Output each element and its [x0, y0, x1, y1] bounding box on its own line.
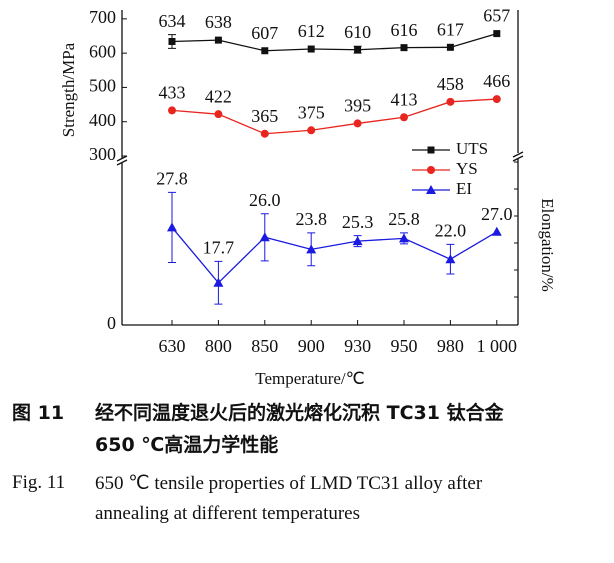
data-point — [306, 244, 317, 254]
data-label: 638 — [205, 12, 232, 32]
data-label: 612 — [298, 21, 325, 41]
data-point — [446, 43, 454, 51]
y-tick-label: 600 — [89, 41, 116, 61]
x-tick-label: 850 — [251, 336, 278, 356]
data-label: 466 — [483, 71, 510, 91]
caption-line: annealing at different temperatures — [95, 503, 360, 524]
x-tick-label: 930 — [344, 336, 371, 356]
data-point — [446, 97, 455, 106]
data-point — [491, 226, 502, 236]
legend-marker — [426, 185, 436, 194]
series-line — [171, 226, 498, 284]
data-point — [214, 36, 222, 44]
y2-axis-title: Elongation/% — [538, 198, 557, 291]
data-point — [307, 126, 316, 135]
y-tick-label: 400 — [89, 110, 116, 130]
data-point — [400, 44, 408, 52]
data-label: 375 — [298, 102, 325, 122]
data-point — [213, 277, 224, 287]
caption-line: 经不同温度退火后的激光熔化沉积 TC31 钛合金 — [95, 402, 504, 424]
data-label: 395 — [344, 96, 371, 116]
data-point — [307, 45, 315, 53]
data-label: 27.0 — [481, 204, 513, 224]
x-tick-label: 980 — [437, 336, 464, 356]
x-tick-label: 1 000 — [477, 336, 518, 356]
legend-label: YS — [456, 159, 478, 178]
axis-break — [512, 151, 524, 162]
data-point — [492, 95, 501, 104]
data-label: 365 — [251, 106, 278, 126]
data-point — [399, 233, 409, 243]
data-point — [260, 129, 269, 138]
x-tick-label: 950 — [391, 336, 418, 356]
data-label: 422 — [205, 86, 232, 106]
data-label: 634 — [159, 11, 186, 31]
data-point — [214, 110, 223, 119]
x-tick-label: 800 — [205, 336, 232, 356]
data-label: 616 — [391, 20, 418, 40]
data-point — [259, 232, 270, 242]
data-point — [261, 47, 269, 55]
data-point — [354, 46, 362, 54]
x-tick-label: 900 — [298, 336, 325, 356]
axis-break — [116, 155, 128, 166]
x-tick-label: 630 — [159, 336, 186, 356]
data-label: 25.8 — [388, 209, 420, 229]
data-label: 458 — [437, 74, 464, 94]
data-point — [352, 236, 363, 246]
data-label: 610 — [344, 22, 371, 42]
data-point — [400, 113, 408, 122]
data-point — [445, 254, 456, 264]
legend-label: UTS — [456, 139, 488, 158]
caption-line: 650 ℃ tensile properties of LMD TC31 all… — [95, 473, 483, 494]
data-label: 657 — [483, 6, 510, 26]
legend-marker — [427, 166, 435, 174]
y-axis-title: Strength/MPa — [59, 42, 78, 137]
data-label: 607 — [251, 23, 278, 43]
data-label: 27.8 — [156, 168, 188, 188]
data-label: 413 — [391, 89, 418, 109]
data-label: 26.0 — [249, 190, 281, 210]
legend-label: EI — [456, 179, 472, 198]
x-axis-title: Temperature/℃ — [255, 369, 364, 388]
data-label: 22.0 — [435, 221, 467, 241]
series-line — [171, 32, 497, 52]
data-point — [168, 37, 176, 45]
legend-marker — [427, 146, 435, 154]
data-label: 617 — [437, 19, 464, 39]
series-line — [171, 98, 497, 135]
caption-label: 图 11 — [12, 402, 65, 424]
y-tick-label: 500 — [89, 76, 116, 96]
data-label: 17.7 — [203, 238, 235, 258]
y-tick-label: 700 — [89, 7, 116, 27]
data-point — [493, 30, 501, 38]
data-point — [167, 222, 177, 232]
caption-label: Fig. 11 — [12, 472, 66, 493]
y-tick-label: 0 — [107, 313, 116, 333]
chart: Strength/MPa Elongation/% Temperature/℃ … — [59, 6, 557, 388]
caption-line: 650 ℃高温力学性能 — [95, 434, 279, 456]
data-label: 23.8 — [295, 209, 327, 229]
data-label: 25.3 — [342, 212, 374, 232]
y-tick-label: 300 — [89, 144, 116, 164]
data-point — [353, 119, 362, 128]
data-point — [168, 106, 176, 115]
data-label: 433 — [159, 83, 186, 103]
